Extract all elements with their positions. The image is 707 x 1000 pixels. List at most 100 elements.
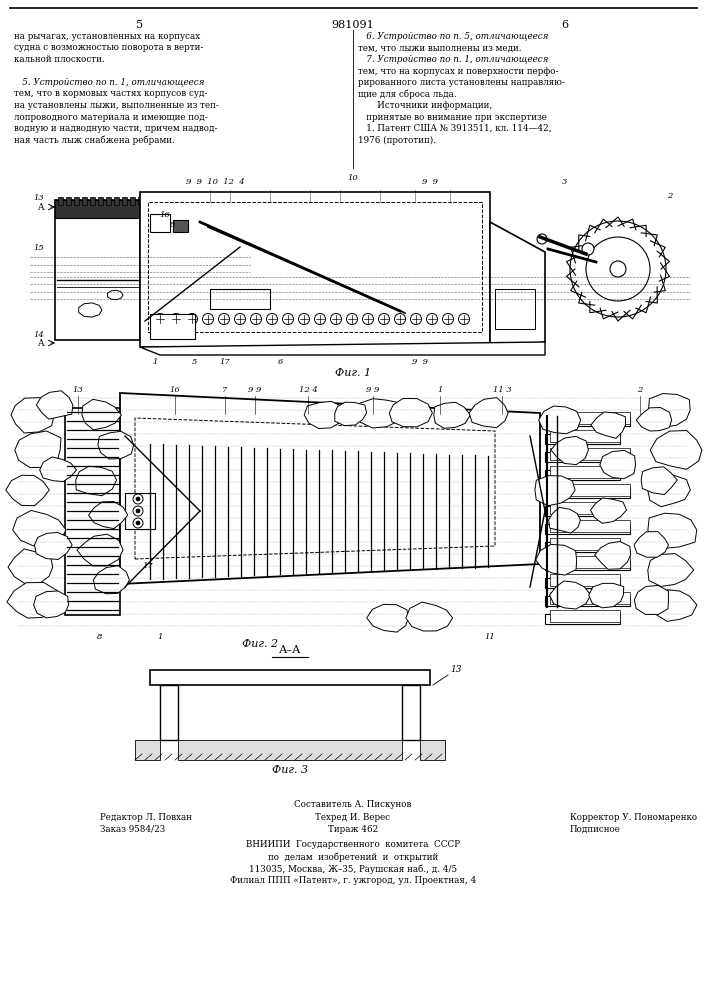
- FancyBboxPatch shape: [58, 197, 63, 205]
- Text: 5: 5: [192, 358, 198, 366]
- Circle shape: [133, 494, 143, 504]
- Polygon shape: [641, 467, 677, 495]
- Text: A: A: [37, 338, 44, 348]
- Text: 1: 1: [158, 633, 163, 641]
- FancyBboxPatch shape: [550, 556, 630, 568]
- FancyBboxPatch shape: [130, 197, 135, 205]
- FancyBboxPatch shape: [402, 685, 420, 740]
- Polygon shape: [82, 399, 122, 430]
- Text: 12 4: 12 4: [298, 386, 317, 394]
- Text: 9  9: 9 9: [412, 358, 428, 366]
- FancyBboxPatch shape: [150, 314, 195, 339]
- FancyBboxPatch shape: [550, 448, 630, 460]
- Polygon shape: [93, 566, 129, 594]
- Text: A: A: [37, 202, 44, 212]
- FancyBboxPatch shape: [550, 574, 620, 586]
- Polygon shape: [539, 406, 580, 434]
- Text: Фиг. 2: Фиг. 2: [242, 639, 278, 649]
- Text: щие для сброса льда.: щие для сброса льда.: [358, 90, 457, 99]
- FancyBboxPatch shape: [545, 578, 620, 588]
- Circle shape: [187, 314, 197, 324]
- FancyBboxPatch shape: [173, 220, 188, 232]
- Polygon shape: [7, 582, 64, 618]
- Text: лопроводного материала и имеющие под-: лопроводного материала и имеющие под-: [14, 112, 208, 121]
- FancyBboxPatch shape: [495, 289, 535, 329]
- FancyBboxPatch shape: [125, 493, 155, 529]
- FancyBboxPatch shape: [545, 470, 620, 480]
- Circle shape: [426, 314, 438, 324]
- Text: по  делам  изобретений  и  открытий: по делам изобретений и открытий: [268, 852, 438, 861]
- Circle shape: [136, 521, 140, 525]
- Polygon shape: [304, 401, 345, 429]
- Text: 14: 14: [33, 331, 44, 339]
- Polygon shape: [406, 602, 452, 631]
- FancyBboxPatch shape: [90, 197, 95, 205]
- FancyBboxPatch shape: [160, 685, 178, 740]
- Polygon shape: [390, 398, 433, 427]
- Text: 6: 6: [561, 20, 568, 30]
- Circle shape: [170, 314, 182, 324]
- Text: 1: 1: [438, 386, 443, 394]
- Text: Редактор Л. Повхан: Редактор Л. Повхан: [100, 813, 192, 822]
- Polygon shape: [590, 498, 626, 523]
- FancyBboxPatch shape: [98, 197, 103, 205]
- FancyBboxPatch shape: [550, 610, 620, 622]
- Text: 11: 11: [484, 633, 496, 641]
- Polygon shape: [76, 466, 117, 496]
- Polygon shape: [135, 418, 495, 559]
- Text: кальной плоскости.: кальной плоскости.: [14, 55, 105, 64]
- Text: Техред И. Верес: Техред И. Верес: [315, 813, 390, 822]
- Polygon shape: [551, 436, 588, 465]
- Text: 2: 2: [637, 386, 643, 394]
- Text: тем, что на корпусах и поверхности перфо-: тем, что на корпусах и поверхности перфо…: [358, 66, 559, 76]
- Polygon shape: [434, 402, 470, 428]
- FancyBboxPatch shape: [550, 430, 620, 442]
- Text: ВНИИПИ  Государственного  комитета  СССР: ВНИИПИ Государственного комитета СССР: [246, 840, 460, 849]
- Circle shape: [218, 314, 230, 324]
- Polygon shape: [34, 591, 69, 618]
- Text: Подписное: Подписное: [570, 825, 621, 834]
- Polygon shape: [636, 408, 672, 431]
- Text: 10: 10: [348, 174, 358, 182]
- Text: 3: 3: [562, 178, 568, 186]
- Polygon shape: [648, 554, 694, 586]
- FancyBboxPatch shape: [55, 200, 140, 340]
- FancyBboxPatch shape: [74, 197, 79, 205]
- Polygon shape: [107, 290, 123, 300]
- Polygon shape: [78, 303, 102, 317]
- FancyBboxPatch shape: [210, 289, 270, 309]
- Text: Источники информации,: Источники информации,: [358, 101, 492, 110]
- FancyBboxPatch shape: [420, 740, 445, 760]
- FancyBboxPatch shape: [545, 542, 620, 552]
- FancyBboxPatch shape: [140, 192, 490, 347]
- Text: принятые во внимание при экспертизе: принятые во внимание при экспертизе: [358, 112, 547, 121]
- Circle shape: [136, 509, 140, 513]
- Text: 1: 1: [152, 358, 158, 366]
- Circle shape: [346, 314, 358, 324]
- FancyBboxPatch shape: [550, 466, 620, 478]
- Polygon shape: [88, 502, 128, 529]
- FancyBboxPatch shape: [550, 412, 630, 424]
- Text: на рычагах, установленных на корпусах: на рычагах, установленных на корпусах: [14, 32, 200, 41]
- FancyBboxPatch shape: [545, 524, 630, 534]
- Circle shape: [537, 234, 547, 244]
- FancyBboxPatch shape: [545, 452, 630, 462]
- Text: Фиг. 3: Фиг. 3: [272, 765, 308, 775]
- Circle shape: [155, 314, 165, 324]
- Text: 8: 8: [170, 221, 175, 229]
- Polygon shape: [600, 450, 636, 479]
- Text: 7: 7: [222, 386, 228, 394]
- Text: 15: 15: [33, 244, 44, 252]
- Polygon shape: [648, 475, 690, 507]
- Circle shape: [395, 314, 406, 324]
- Text: 6. Устройство по п. 5, отличающееся: 6. Устройство по п. 5, отличающееся: [358, 32, 549, 41]
- FancyBboxPatch shape: [545, 416, 630, 426]
- Circle shape: [363, 314, 373, 324]
- Text: 5. Устройство по п. 1, отличающееся: 5. Устройство по п. 1, отличающееся: [14, 78, 204, 87]
- Polygon shape: [356, 399, 404, 428]
- Text: 13: 13: [33, 194, 44, 202]
- FancyBboxPatch shape: [545, 560, 630, 570]
- Circle shape: [459, 314, 469, 324]
- Polygon shape: [490, 222, 545, 347]
- Text: 8: 8: [98, 633, 103, 641]
